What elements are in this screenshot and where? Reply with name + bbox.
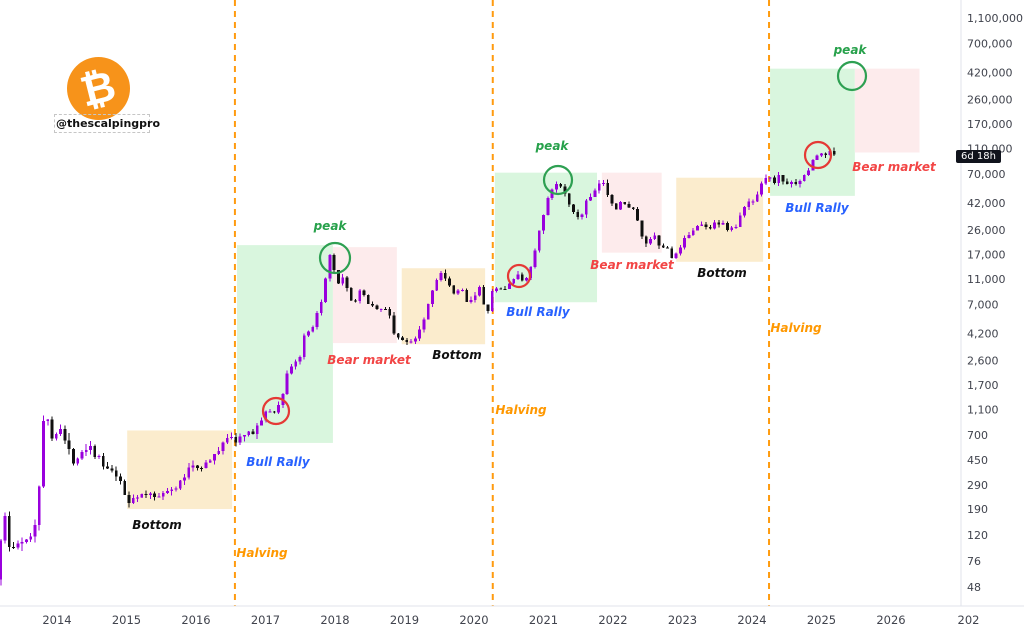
- x-axis-label[interactable]: 2019: [390, 613, 419, 627]
- y-axis-label[interactable]: 120: [967, 529, 988, 542]
- x-axis-label[interactable]: 2026: [876, 613, 905, 627]
- x-axis-label[interactable]: 202: [958, 613, 980, 627]
- x-axis-label[interactable]: 2018: [320, 613, 349, 627]
- y-axis-label[interactable]: 2,600: [967, 355, 999, 368]
- zone-box-bottom[interactable]: [676, 177, 764, 262]
- x-axis-label[interactable]: 2023: [668, 613, 697, 627]
- x-axis-label[interactable]: 2015: [112, 613, 141, 627]
- zone-label-bottom[interactable]: Bottom: [432, 348, 482, 362]
- candlestick-series[interactable]: [0, 147, 836, 586]
- y-axis-label[interactable]: 11,000: [967, 273, 1006, 286]
- watermark-handle: @thescalpingpro: [54, 114, 160, 133]
- y-axis-label[interactable]: 450: [967, 454, 988, 467]
- zone-box-bottom[interactable]: [401, 268, 486, 345]
- peak-circle[interactable]: [318, 241, 352, 275]
- zone-box-bull[interactable]: [494, 172, 598, 303]
- zone-box-bear[interactable]: [601, 172, 662, 253]
- bitcoin-logo: ₿: [67, 57, 130, 120]
- x-axis-label[interactable]: 2024: [737, 613, 766, 627]
- x-axis-label[interactable]: 2014: [42, 613, 71, 627]
- peak-label[interactable]: peak: [535, 139, 570, 153]
- y-axis-label[interactable]: 420,000: [967, 67, 1013, 80]
- y-axis-label[interactable]: 190: [967, 503, 988, 516]
- zone-label-bull[interactable]: Bull Rally: [785, 201, 850, 215]
- zone-box-bear[interactable]: [332, 247, 397, 344]
- peak-circle[interactable]: [836, 60, 868, 92]
- rally-start-circle[interactable]: [261, 396, 291, 426]
- x-axis-label[interactable]: 2021: [529, 613, 558, 627]
- x-axis-label[interactable]: 2020: [459, 613, 488, 627]
- zone-label-bull[interactable]: Bull Rally: [506, 305, 571, 319]
- zone-label-bull[interactable]: Bull Rally: [246, 455, 311, 469]
- y-axis-label[interactable]: 700: [967, 429, 988, 442]
- y-axis-label[interactable]: 17,000: [967, 248, 1006, 261]
- y-axis-label[interactable]: 76: [967, 555, 981, 568]
- zone-label-bear[interactable]: Bear market: [327, 353, 412, 367]
- bitcoin-icon: ₿: [75, 60, 121, 116]
- y-axis-label[interactable]: 290: [967, 479, 988, 492]
- x-axis-label[interactable]: 2022: [598, 613, 627, 627]
- zone-label-bear[interactable]: Bear market: [590, 258, 675, 272]
- y-axis-label[interactable]: 1,700: [967, 379, 999, 392]
- zone-label-bottom[interactable]: Bottom: [132, 518, 182, 532]
- peak-circle[interactable]: [542, 164, 574, 196]
- y-axis-label[interactable]: 170,000: [967, 118, 1013, 131]
- y-axis-label[interactable]: 42,000: [967, 197, 1006, 210]
- y-axis-label[interactable]: 1,100: [967, 404, 999, 417]
- zone-box-bull[interactable]: [237, 245, 333, 443]
- x-axis-label[interactable]: 2017: [251, 613, 280, 627]
- zone-box-bottom[interactable]: [127, 430, 233, 510]
- halving-label[interactable]: Halving: [236, 546, 288, 560]
- x-axis-label[interactable]: 2016: [181, 613, 210, 627]
- zone-label-bottom[interactable]: Bottom: [697, 266, 747, 280]
- halving-label[interactable]: Halving: [495, 403, 547, 417]
- zone-label-bear[interactable]: Bear market: [852, 160, 937, 174]
- y-axis-label[interactable]: 48: [967, 581, 981, 594]
- rally-start-circle[interactable]: [803, 140, 833, 170]
- peak-label[interactable]: peak: [833, 43, 868, 57]
- rally-start-circle[interactable]: [506, 263, 532, 289]
- zone-box-bull[interactable]: [770, 68, 855, 196]
- candle-countdown-badge: 6d 18h: [956, 150, 1001, 163]
- y-axis-label[interactable]: 4,200: [967, 328, 999, 341]
- peak-label[interactable]: peak: [313, 219, 348, 233]
- x-axis-label[interactable]: 2025: [807, 613, 836, 627]
- zone-box-bear[interactable]: [854, 68, 920, 153]
- y-axis-label[interactable]: 7,000: [967, 299, 999, 312]
- y-axis-label[interactable]: 1,100,000: [967, 12, 1023, 25]
- y-axis-label[interactable]: 700,000: [967, 38, 1013, 51]
- y-axis-label[interactable]: 260,000: [967, 94, 1013, 107]
- y-axis-label[interactable]: 70,000: [967, 168, 1006, 181]
- y-axis-label[interactable]: 26,000: [967, 224, 1006, 237]
- halving-label[interactable]: Halving: [770, 321, 822, 335]
